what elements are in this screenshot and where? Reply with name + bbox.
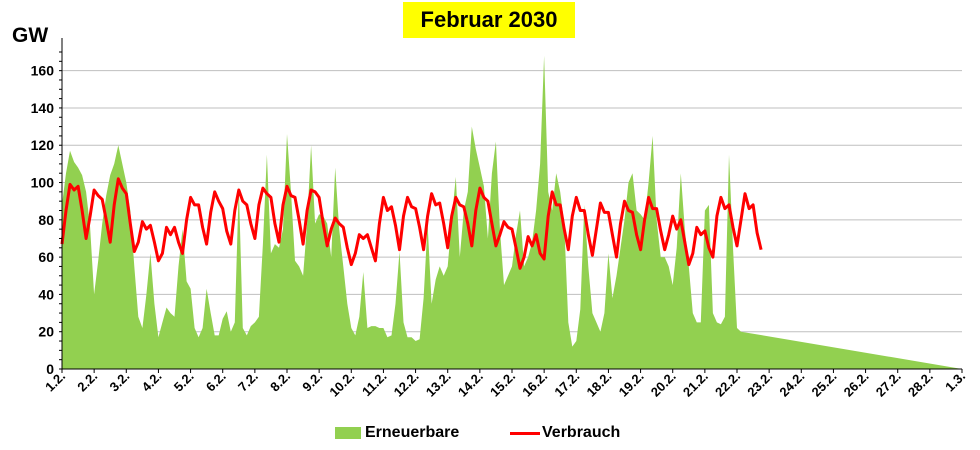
x-tick-label: 27.2. (873, 369, 904, 400)
y-tick-label: 120 (31, 137, 55, 153)
x-tick-label: 6.2. (203, 369, 229, 395)
x-tick-label: 21.2. (680, 369, 711, 400)
demand-line (60, 177, 763, 270)
x-tick-label: 9.2. (299, 369, 325, 395)
legend-item-renewable: Erneuerbare (335, 424, 459, 442)
y-tick-label: 80 (38, 212, 54, 228)
series-area-erneuerbare (62, 55, 962, 369)
x-tick-label: 5.2. (171, 369, 197, 395)
x-tick-label: 11.2. (359, 369, 390, 400)
y-tick-labels: 0 20 40 60 80 100 120 140 160 (31, 63, 55, 377)
x-tick-label: 8.2. (267, 369, 293, 395)
x-tick-label: 25.2. (808, 369, 839, 400)
x-tick-label: 18.2. (583, 369, 614, 400)
y-tick-label: 40 (38, 286, 54, 302)
renewable-area (62, 55, 962, 369)
x-tick-label: 2.2. (74, 369, 100, 395)
x-tick-labels: 1.2. 2.2. 3.2. 4.2. 5.2. 6.2. 7.2. 8.2. 9.2. 10.2… (42, 369, 968, 400)
gridlines (62, 70, 962, 333)
x-tick-label: 16.2. (519, 369, 550, 400)
x-tick-label: 24.2. (776, 369, 807, 400)
legend-label-renewable: Erneuerbare (365, 424, 460, 441)
x-tick-label: 26.2. (841, 369, 872, 400)
x-tick-label: 28.2. (905, 369, 936, 400)
y-tick-label: 20 (38, 324, 54, 340)
x-tick-label: 17.2. (551, 369, 582, 400)
x-tick-label: 15.2. (487, 369, 518, 400)
x-tick-label: 7.2. (235, 369, 261, 395)
legend-item-demand: Verbrauch (510, 424, 620, 442)
y-tick-label: 160 (31, 63, 55, 79)
x-tick-label: 23.2. (744, 369, 775, 400)
chart-title: Februar 2030 (403, 2, 575, 38)
x-tick-label: 3.2. (106, 369, 132, 395)
legend-label-demand: Verbrauch (542, 424, 621, 441)
y-tick-label: 60 (38, 249, 54, 265)
y-axis-unit-label: GW (12, 24, 49, 47)
x-tick-label: 20.2. (648, 369, 679, 400)
x-tick-label: 10.2. (326, 369, 357, 400)
y-tick-label: 140 (31, 100, 55, 116)
x-tick-label: 22.2. (712, 369, 743, 400)
legend-swatch-renewable (335, 427, 361, 439)
x-tick-label: 4.2. (139, 369, 165, 395)
x-tick-label: 1.3. (942, 369, 968, 395)
x-tick-label: 14.2. (455, 369, 486, 400)
series-line-verbrauch (60, 177, 763, 270)
y-tick-label: 100 (31, 175, 55, 191)
legend-swatch-demand (510, 431, 540, 435)
x-tick-label: 19.2. (616, 369, 647, 400)
x-tick-label: 13.2. (423, 369, 454, 400)
y-tick-label: 0 (46, 361, 54, 377)
x-tick-label: 12.2. (391, 369, 422, 400)
